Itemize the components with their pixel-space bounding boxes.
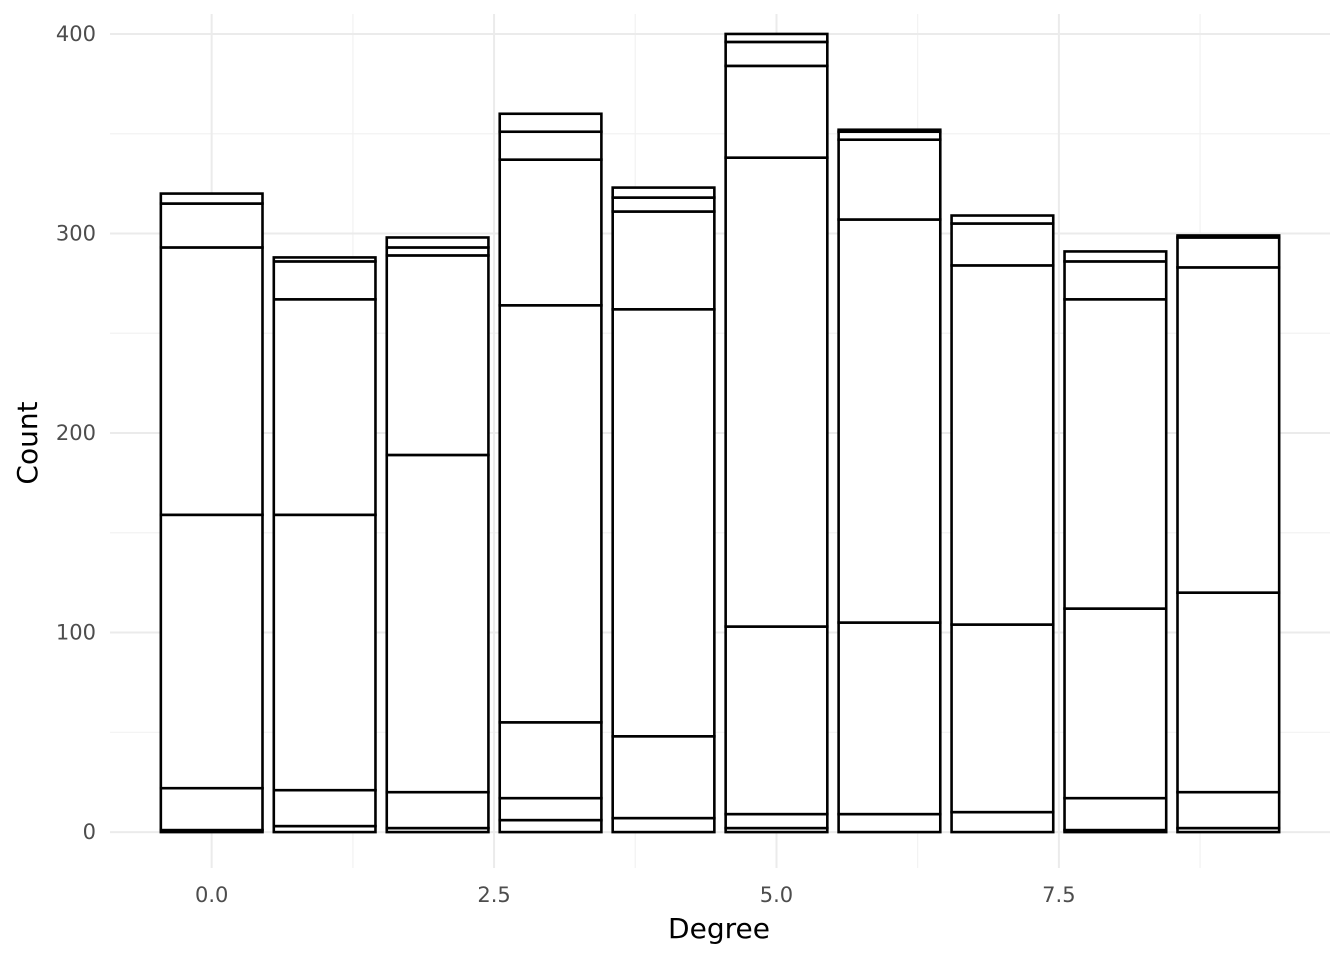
bar-stack: [1063, 250, 1168, 834]
bar-segment: [837, 621, 942, 816]
bar-stack: [385, 236, 490, 834]
bar-segment: [159, 513, 264, 790]
bar-segment: [950, 623, 1055, 814]
bar-segment: [272, 256, 377, 263]
bar-segment: [837, 128, 942, 134]
y-tick-label: 100: [56, 621, 96, 645]
bar-stack: [159, 192, 264, 834]
y-tick-label: 400: [56, 22, 96, 46]
x-tick-label: 0.0: [195, 883, 228, 907]
bar-segment: [159, 202, 264, 249]
bar-segment: [724, 40, 829, 68]
bar-segment: [498, 304, 603, 724]
bar-stack: [272, 256, 377, 834]
bar-segment: [724, 625, 829, 816]
bar-segment: [1063, 298, 1168, 610]
bar-segment: [498, 796, 603, 822]
bar-stack: [1176, 234, 1281, 834]
bar-segment: [385, 254, 490, 457]
bars: [159, 32, 1281, 834]
bar-segment: [1176, 236, 1281, 269]
x-tick-label: 2.5: [477, 883, 510, 907]
y-tick-label: 300: [56, 221, 96, 245]
bar-segment: [724, 32, 829, 44]
bar-segment: [159, 192, 264, 205]
bar-segment: [272, 260, 377, 301]
x-tick-label: 7.5: [1042, 883, 1075, 907]
x-tick-label: 5.0: [760, 883, 793, 907]
bar-segment: [611, 196, 716, 213]
y-tick-label: 200: [56, 421, 96, 445]
x-axis-title: Degree: [668, 912, 770, 945]
bar-segment: [272, 788, 377, 828]
bar-segment: [1063, 607, 1168, 800]
y-tick-label: 0: [83, 820, 96, 844]
bar-segment: [272, 513, 377, 792]
bar-segment: [159, 786, 264, 832]
bar-segment: [611, 186, 716, 199]
bar-segment: [272, 298, 377, 517]
bar-segment: [1063, 250, 1168, 263]
x-axis-tick-labels: 0.0 2.5 5.0 7.5: [195, 883, 1076, 907]
bar-segment: [1176, 266, 1281, 594]
bar-segment: [724, 64, 829, 159]
bar-segment: [837, 812, 942, 834]
bar-stack: [837, 128, 942, 834]
bar-stack: [611, 186, 716, 834]
bar-segment: [1063, 260, 1168, 301]
bar-segment: [385, 790, 490, 830]
bar-segment: [498, 130, 603, 161]
bar-segment: [498, 112, 603, 134]
bar-segment: [385, 453, 490, 794]
bar-segment: [950, 264, 1055, 626]
bar-segment: [837, 218, 942, 624]
bar-segment: [611, 735, 716, 820]
bar-stack: [498, 112, 603, 834]
bar-segment: [950, 810, 1055, 834]
bar-segment: [724, 156, 829, 628]
bar-segment: [611, 816, 716, 834]
bar-segment: [385, 236, 490, 249]
bar-segment: [498, 818, 603, 834]
bar-segment: [1176, 790, 1281, 830]
bar-segment: [498, 158, 603, 307]
bar-segment: [950, 222, 1055, 267]
bar-segment: [1063, 796, 1168, 832]
y-axis-title: Count: [11, 401, 44, 484]
bar-segment: [159, 246, 264, 517]
bar-segment: [950, 214, 1055, 225]
bar-segment: [1176, 591, 1281, 794]
bar-segment: [837, 138, 942, 221]
bar-segment: [611, 308, 716, 738]
y-axis-tick-labels: 0 100 200 300 400: [56, 22, 96, 844]
bar-segment: [724, 812, 829, 830]
bar-stack: [724, 32, 829, 834]
bar-segment: [611, 210, 716, 311]
bar-segment: [1176, 234, 1281, 239]
bar-segment: [498, 721, 603, 800]
bar-stack: [950, 214, 1055, 834]
